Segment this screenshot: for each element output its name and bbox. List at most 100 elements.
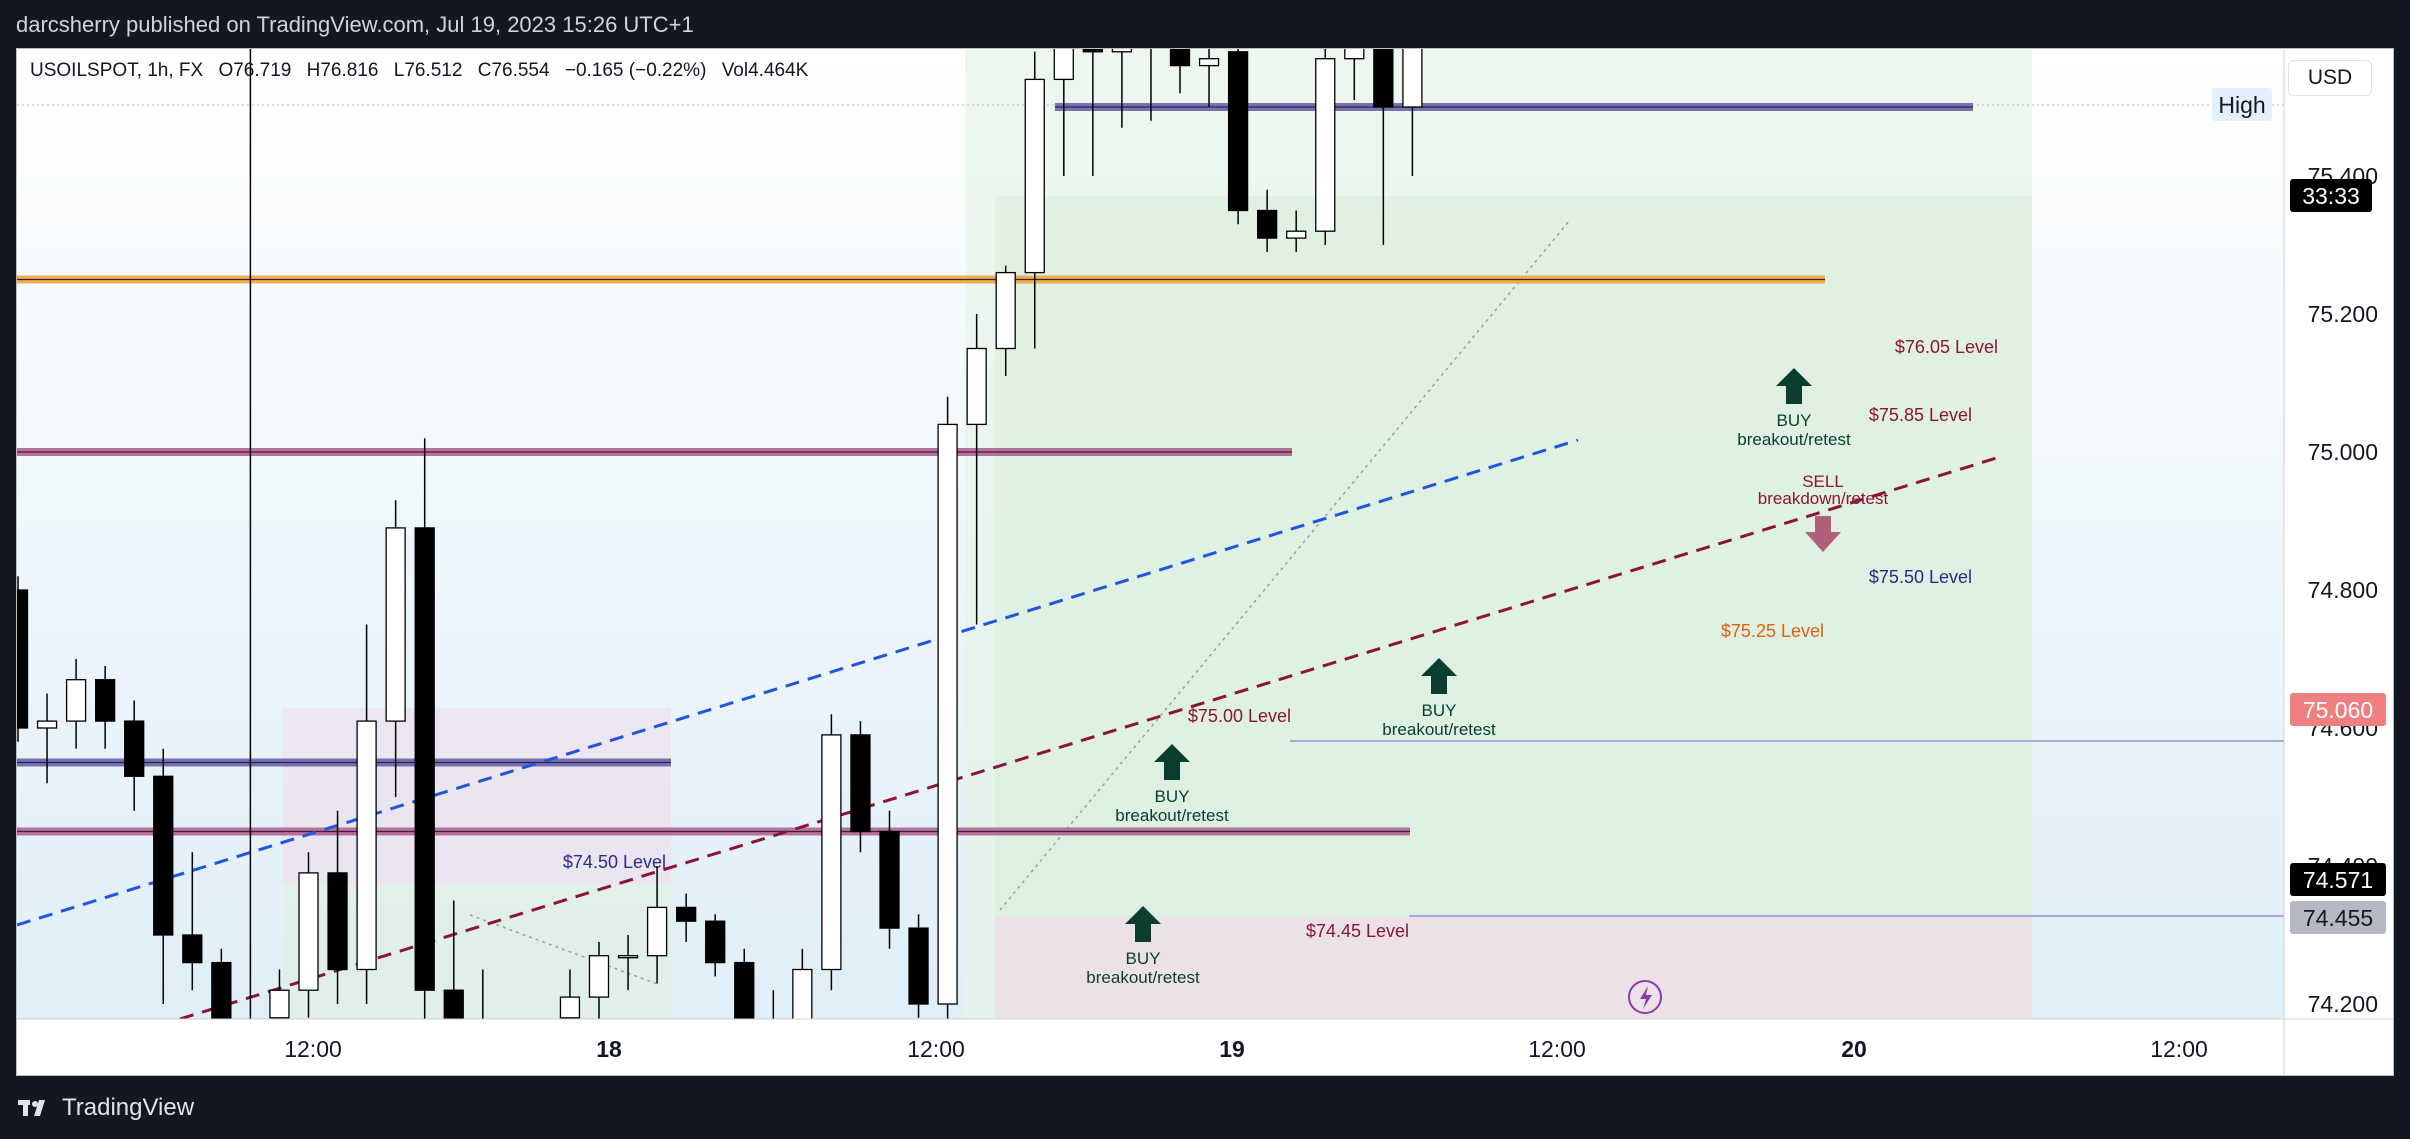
- candle-body: [1227, 51, 1249, 212]
- time-tick-label: 12:00: [284, 1036, 342, 1062]
- candle-body: [1111, 49, 1133, 53]
- buy-label: BUY: [1422, 701, 1457, 720]
- trendline-blue: [17, 438, 1579, 927]
- candle-body: [443, 989, 464, 1019]
- price-badge: [2290, 901, 2386, 934]
- time-tick-label: 18: [596, 1036, 622, 1062]
- buy-sublabel: breakout/retest: [1382, 720, 1496, 739]
- tradingview-logo-icon: [18, 1100, 45, 1116]
- candle-body: [356, 720, 377, 971]
- buy-label: BUY: [1126, 949, 1161, 968]
- sell-sublabel: breakdown/retest: [1758, 489, 1889, 508]
- candle-body: [1257, 209, 1278, 239]
- price-tick-label: 75.000: [2308, 439, 2378, 465]
- candle-body: [182, 934, 203, 964]
- buy-arrow-icon: [1421, 658, 1457, 694]
- candle-body: [588, 955, 610, 998]
- candle-body: [646, 906, 668, 957]
- candle-body: [1315, 58, 1336, 232]
- level-label: $74.45 Level: [1306, 921, 1409, 941]
- level-label: $75.00 Level: [1188, 706, 1291, 726]
- price-tick-label: 74.800: [2308, 577, 2378, 603]
- ohlc-open: O76.719: [218, 60, 292, 81]
- candle-body: [821, 734, 842, 971]
- buy-arrow-icon: [1154, 744, 1190, 780]
- ohlc-close: C76.554: [477, 60, 550, 81]
- candle-body: [792, 968, 813, 1019]
- plot-area: $76.05 Level $75.85 Level $75.50 Level $75.…: [17, 0, 2284, 1074]
- symbol-name[interactable]: USOILSPOT, 1h, FX: [30, 60, 204, 81]
- trendline-maroon: [179, 454, 2004, 1019]
- candle-body: [473, 1039, 492, 1074]
- candle-body: [966, 347, 987, 426]
- buy-sublabel: breakout/retest: [1115, 806, 1229, 825]
- candle-body: [298, 872, 319, 991]
- candle-body: [1373, 49, 1394, 108]
- price-badge: [2290, 179, 2372, 212]
- candle-body: [879, 830, 900, 929]
- candle-body: [937, 423, 958, 1005]
- time-tick-label: 12:00: [1528, 1036, 1586, 1062]
- candle-body: [36, 720, 58, 729]
- time-tick-label: 20: [1841, 1036, 1867, 1062]
- candle-body: [327, 872, 348, 971]
- price-badge: [2212, 88, 2272, 121]
- candle-body: [65, 679, 87, 722]
- publisher-header: darcsherry published on TradingView.com,…: [0, 0, 2410, 50]
- publisher-line: darcsherry published on TradingView.com,…: [16, 12, 694, 37]
- candle-body: [211, 961, 232, 1019]
- candle-body: [1024, 78, 1045, 274]
- left-zone-pink: [283, 708, 671, 884]
- level-label: $74.50 Level: [563, 852, 666, 872]
- candle-body: [559, 996, 581, 1019]
- volume-value: Vol4.464K: [721, 60, 809, 81]
- buy-arrow-icon: [1776, 368, 1812, 404]
- candle-body: [676, 906, 697, 922]
- buy-label: BUY: [1777, 411, 1812, 430]
- ohlc-change: −0.165 (−0.22%): [564, 60, 707, 81]
- level-label: $76.05 Level: [1895, 337, 1998, 357]
- tradingview-logo[interactable]: TradingView: [18, 1094, 194, 1122]
- sell-label: SELL: [1802, 472, 1844, 491]
- tradingview-brand: TradingView: [62, 1094, 195, 1121]
- candle-body: [1402, 49, 1423, 108]
- candle-body: [1344, 49, 1365, 60]
- candle-body: [385, 527, 406, 722]
- candle-body: [995, 271, 1016, 350]
- candle-body: [1286, 230, 1307, 239]
- price-tick-label: 75.200: [2308, 301, 2378, 327]
- price-badge-label: 75.060: [2303, 697, 2373, 723]
- candle-body: [1082, 49, 1103, 53]
- candle-body: [764, 1025, 783, 1060]
- currency-button[interactable]: USD: [2288, 60, 2372, 96]
- red-zone-lower: [995, 916, 2032, 1019]
- level-label: $75.25 Level: [1721, 621, 1824, 641]
- level-label: $75.50 Level: [1869, 567, 1972, 587]
- ohlc-low: L76.512: [393, 60, 463, 81]
- candle-body: [1053, 49, 1074, 81]
- price-badge-label: 33:33: [2302, 183, 2360, 209]
- price-badge-label: 74.455: [2303, 905, 2373, 931]
- candle-body: [269, 989, 290, 1019]
- candle-body: [617, 955, 639, 959]
- symbol-legend: USOILSPOT, 1h, FX O76.719 H76.816 L76.51…: [30, 60, 818, 82]
- price-badge: [2290, 863, 2386, 896]
- time-tick-label: 12:00: [907, 1036, 965, 1062]
- buy-arrow-icon: [1125, 906, 1161, 942]
- candle-body: [850, 734, 871, 833]
- buy-label: BUY: [1155, 787, 1190, 806]
- level-label: $75.85 Level: [1869, 405, 1972, 425]
- candle-body: [908, 927, 929, 1005]
- candle-body: [153, 775, 174, 936]
- candle-body: [1141, 0, 1160, 10]
- price-badge-label: 74.571: [2303, 867, 2373, 893]
- lightning-bolt: [1640, 986, 1652, 1009]
- candle-body: [124, 720, 145, 777]
- candle-body: [414, 527, 435, 991]
- buy-sublabel: breakout/retest: [1737, 430, 1851, 449]
- candle-body: [705, 920, 726, 964]
- buy-sublabel: breakout/retest: [1086, 968, 1200, 987]
- price-tick-label: 74.200: [2308, 991, 2378, 1017]
- price-badge-label: High: [2218, 92, 2265, 118]
